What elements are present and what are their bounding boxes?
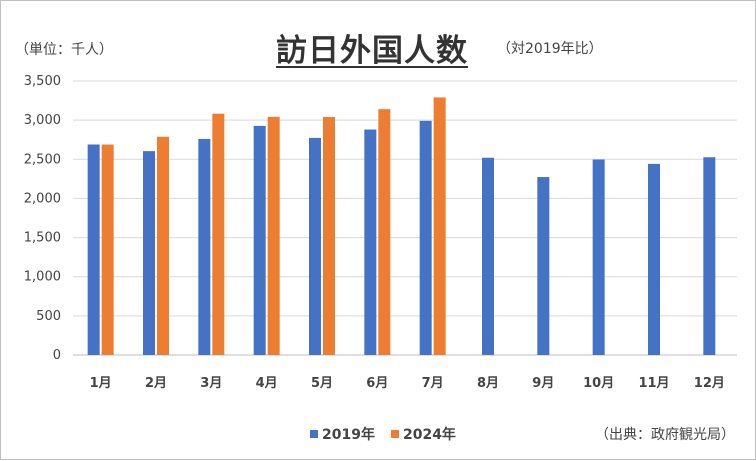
x-tick-label: 3月 <box>200 376 222 391</box>
gridlines <box>73 80 737 356</box>
legend-item-2019: 2019年 <box>310 424 375 444</box>
bar-2019年-6月 <box>364 129 377 355</box>
y-tick-label: 2,000 <box>24 191 61 206</box>
y-tick-label: 2,500 <box>24 152 61 167</box>
bar-2019年-3月 <box>198 138 211 355</box>
chart-title: 訪日外国人数 <box>276 33 468 69</box>
x-tick-label: 2月 <box>145 376 167 391</box>
y-tick-label: 1,500 <box>24 231 61 246</box>
legend-label-2024: 2024年 <box>402 427 456 443</box>
x-tick-label: 9月 <box>532 376 554 391</box>
legend-label-2019: 2019年 <box>322 427 375 443</box>
x-tick-label: 7月 <box>422 376 444 391</box>
bar-2019年-11月 <box>648 163 660 355</box>
bar-2019年-5月 <box>309 137 321 355</box>
bar-2024年-5月 <box>323 117 335 355</box>
source-note: （出典：政府観光局） <box>595 427 735 443</box>
x-tick-label: 10月 <box>583 376 614 391</box>
x-axis-ticks: 1月 2月 3月 4月 5月 6月 7月 8月 9月 10月 11月 12月 <box>90 376 725 391</box>
x-tick-label: 4月 <box>256 376 278 391</box>
bar-2024年-1月 <box>101 144 114 355</box>
x-tick-label: 12月 <box>694 376 725 391</box>
bars <box>87 97 716 356</box>
y-tick-label: 1,000 <box>24 270 61 285</box>
y-tick-label: 500 <box>36 309 61 324</box>
y-tick-label: 3,500 <box>24 74 61 89</box>
legend-item-2024: 2024年 <box>390 424 456 444</box>
bar-2019年-4月 <box>253 125 266 355</box>
bar-2019年-10月 <box>592 159 605 355</box>
y-axis-ticks: 0 500 1,000 1,500 2,000 2,500 3,000 3,500 <box>24 74 61 363</box>
bar-2024年-7月 <box>433 97 446 355</box>
y-tick-label: 0 <box>53 348 61 363</box>
x-tick-label: 8月 <box>477 376 499 391</box>
x-tick-label: 5月 <box>311 376 333 391</box>
unit-label: （単位：千人） <box>15 42 113 58</box>
y-tick-label: 3,000 <box>24 113 61 128</box>
bar-2024年-4月 <box>267 116 280 355</box>
bar-2019年-12月 <box>703 157 716 355</box>
bar-2019年-2月 <box>143 151 155 355</box>
bar-2024年-6月 <box>378 109 391 355</box>
legend-swatch-2024 <box>390 430 399 438</box>
legend: 2019年 2024年 <box>310 424 456 444</box>
bar-2019年-1月 <box>87 144 100 355</box>
bar-2024年-3月 <box>212 113 225 356</box>
legend-swatch-2019 <box>310 430 318 438</box>
bar-2019年-8月 <box>482 157 494 355</box>
x-tick-label: 6月 <box>366 376 388 391</box>
bar-2024年-2月 <box>157 136 169 355</box>
chart-subtitle: （対2019年比） <box>497 41 603 57</box>
x-tick-label: 1月 <box>90 376 112 391</box>
bar-2019年-7月 <box>419 120 432 355</box>
x-tick-label: 11月 <box>638 376 669 391</box>
bar-2019年-9月 <box>537 177 550 355</box>
